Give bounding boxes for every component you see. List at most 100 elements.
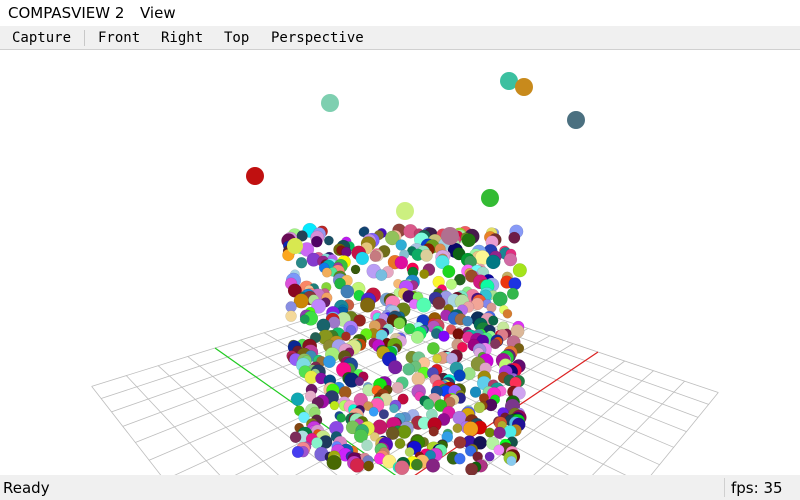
sphere	[361, 439, 373, 452]
sphere	[508, 231, 521, 244]
sphere	[349, 457, 365, 473]
status-bar: Ready fps: 35	[0, 475, 800, 500]
sphere	[368, 406, 379, 417]
sphere	[323, 235, 334, 246]
sphere	[304, 390, 317, 402]
sphere	[340, 284, 355, 299]
sphere	[484, 451, 495, 462]
grid-line	[650, 392, 719, 475]
grid-line	[91, 287, 409, 387]
sphere	[375, 269, 388, 282]
sphere	[285, 310, 297, 322]
sphere	[492, 291, 508, 307]
sphere	[299, 314, 310, 325]
sphere	[428, 426, 439, 437]
sphere	[410, 330, 425, 344]
sphere	[426, 341, 440, 355]
sphere	[442, 264, 456, 279]
sphere	[493, 444, 505, 456]
sphere	[289, 431, 302, 444]
grid-line	[187, 356, 338, 475]
sphere	[422, 398, 435, 411]
sphere	[489, 338, 501, 350]
menu-item[interactable]: View	[140, 4, 176, 22]
sphere	[425, 458, 441, 473]
sphere	[410, 458, 423, 471]
sphere	[453, 436, 467, 449]
sphere	[395, 239, 407, 251]
sphere	[464, 445, 477, 457]
sphere	[334, 277, 346, 290]
sphere	[350, 264, 361, 275]
sphere	[465, 462, 479, 475]
viewport-3d[interactable]	[0, 50, 800, 475]
toolbar-button[interactable]: Front	[98, 30, 141, 46]
sphere	[515, 78, 533, 96]
sphere	[432, 296, 446, 310]
toolbar: Capture Front Right Top Perspective	[0, 26, 800, 50]
sphere	[369, 250, 382, 263]
sphere	[341, 331, 351, 342]
toolbar-button[interactable]: Top	[224, 30, 250, 46]
grid-line	[533, 370, 654, 475]
toolbar-button[interactable]: Perspective	[271, 30, 364, 46]
sphere	[506, 455, 517, 467]
sphere	[385, 426, 400, 441]
sphere	[321, 94, 339, 112]
grid-line	[91, 386, 162, 475]
sphere	[290, 392, 305, 406]
sphere	[326, 454, 342, 471]
toolbar-button[interactable]: Capture	[12, 30, 72, 46]
sphere	[296, 230, 308, 242]
sphere	[454, 273, 466, 286]
sphere	[438, 330, 450, 342]
grid-line	[474, 360, 625, 475]
fps-counter: fps: 35	[731, 479, 783, 497]
sphere	[567, 111, 585, 129]
sphere	[493, 426, 506, 440]
sphere	[481, 189, 499, 207]
sphere	[463, 421, 479, 437]
sphere	[432, 353, 442, 364]
point-cloud	[246, 72, 585, 475]
sphere	[353, 428, 369, 444]
sphere	[473, 401, 486, 414]
sphere	[411, 372, 426, 386]
sphere	[512, 263, 527, 278]
sphere	[388, 360, 403, 375]
sphere	[500, 72, 518, 90]
toolbar-button[interactable]: Right	[161, 30, 204, 46]
grid-line	[157, 365, 279, 475]
sphere	[322, 355, 336, 369]
sphere	[416, 297, 432, 313]
sphere	[298, 411, 310, 424]
sphere	[311, 235, 323, 248]
sphere	[378, 409, 390, 420]
sphere	[462, 315, 473, 327]
sphere	[461, 233, 476, 248]
sphere	[456, 341, 468, 353]
sphere	[445, 278, 458, 290]
separator	[724, 478, 725, 497]
sphere	[394, 255, 409, 270]
sphere	[485, 254, 501, 270]
sphere	[502, 308, 513, 319]
sphere	[452, 423, 463, 434]
sphere	[484, 427, 495, 438]
sphere	[435, 254, 450, 270]
sphere	[394, 438, 406, 449]
sphere	[311, 437, 323, 449]
sphere	[404, 446, 415, 457]
sphere	[359, 297, 376, 313]
sphere	[402, 363, 416, 376]
sphere	[453, 452, 466, 465]
sphere	[419, 269, 430, 279]
sphere	[329, 400, 340, 411]
sphere	[488, 315, 499, 326]
grid-line	[148, 314, 489, 461]
app-title: COMPASVIEW 2	[8, 4, 125, 22]
sphere	[469, 386, 482, 398]
sphere	[393, 317, 406, 330]
sphere	[354, 376, 365, 387]
